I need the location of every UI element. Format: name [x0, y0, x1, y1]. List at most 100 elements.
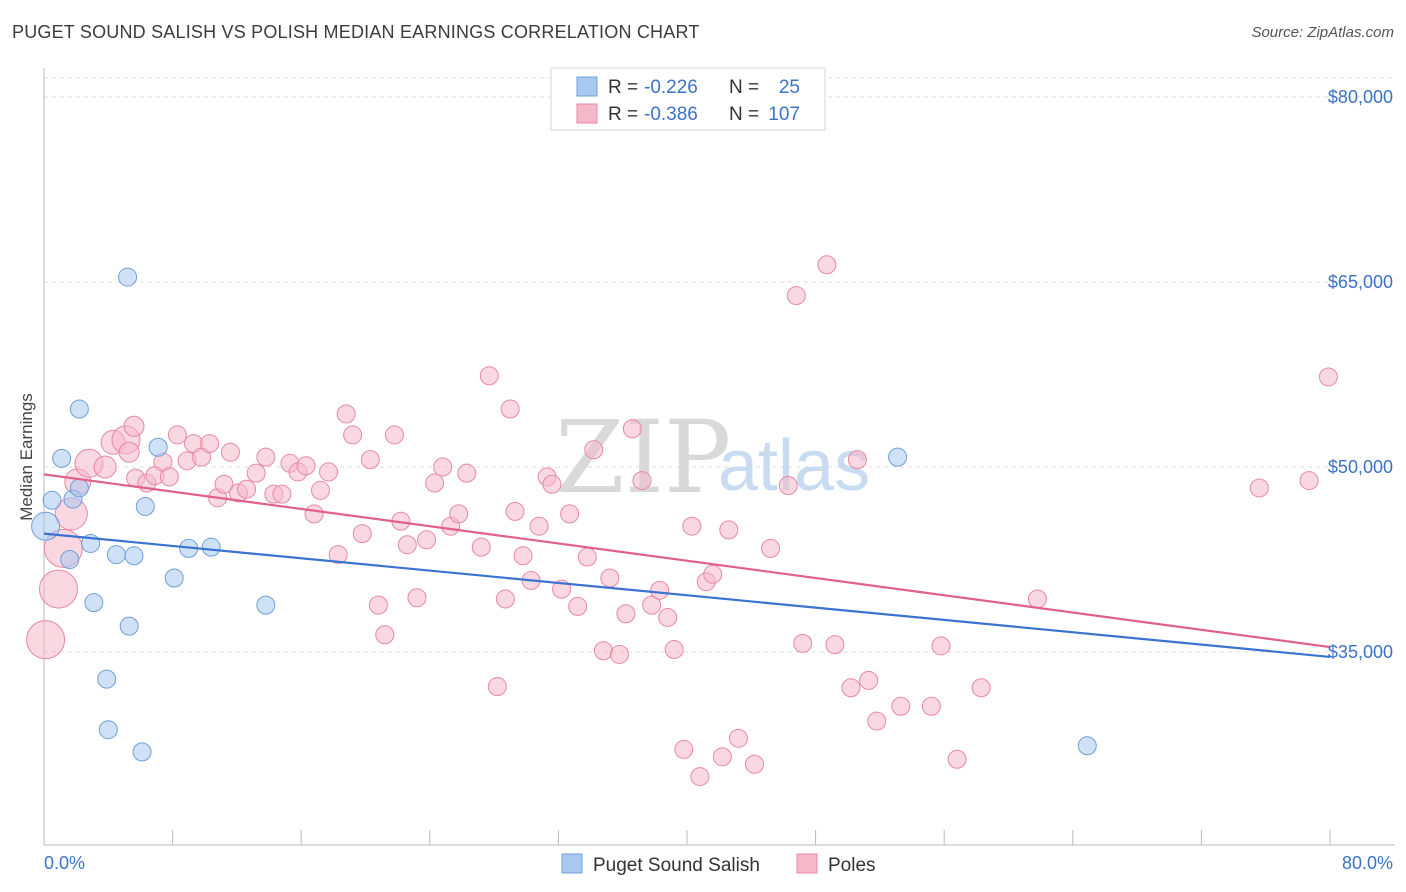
bottom-legend-label-poles: Poles [828, 855, 876, 876]
watermark-atlas: atlas [718, 426, 870, 506]
poles-point [593, 641, 613, 661]
poles-point [93, 455, 117, 479]
poles-point [237, 479, 257, 499]
poles-point [664, 640, 684, 660]
source-label: Source: ZipAtlas.com [1251, 24, 1394, 41]
poles-point [622, 419, 642, 439]
poles-point [682, 516, 702, 536]
poles-points [26, 255, 1338, 787]
poles-point [1027, 589, 1047, 609]
x-tick-label-max: 80.0% [1342, 853, 1393, 873]
poles-point [600, 568, 620, 588]
poles-point [674, 739, 694, 759]
y-tick-label: $65,000 [1328, 272, 1393, 292]
poles-point [847, 450, 867, 470]
poles-point [971, 678, 991, 698]
salish-point [69, 399, 89, 419]
salish-point [164, 568, 184, 588]
chart-title: PUGET SOUND SALISH VS POLISH MEDIAN EARN… [12, 22, 700, 42]
poles-point [513, 546, 533, 566]
legend-n-label-1: N = [729, 77, 759, 98]
poles-point [433, 457, 453, 477]
poles-point [384, 425, 404, 445]
poles-point [650, 580, 670, 600]
poles-point [500, 399, 520, 419]
poles-point [609, 644, 629, 664]
poles-point [272, 484, 292, 504]
poles-point [859, 670, 879, 690]
legend-swatch-poles [576, 103, 598, 124]
poles-point [642, 595, 662, 615]
poles-point [778, 476, 798, 495]
salish-point [201, 537, 221, 557]
poles-point [343, 425, 363, 445]
poles-point [867, 711, 887, 731]
poles-point [375, 625, 395, 645]
salish-trend-line [43, 532, 1331, 659]
poles-point [719, 520, 739, 540]
poles-point [471, 537, 491, 557]
poles-trend-line [43, 473, 1331, 649]
poles-point [200, 434, 220, 454]
y-tick-label: $35,000 [1328, 642, 1393, 662]
legend-r-label-2: R = [608, 104, 638, 125]
poles-point [425, 473, 445, 493]
legend-r-value-2: -0.386 [644, 104, 698, 125]
legend-n-label-2: N = [729, 104, 759, 125]
poles-point [38, 569, 78, 609]
poles-point [123, 415, 145, 437]
poles-point [296, 456, 316, 476]
bottom-legend-swatch-salish [561, 853, 583, 874]
salish-point [98, 720, 118, 740]
axes [43, 68, 1395, 846]
legend-n-value-2: 107 [768, 104, 800, 125]
poles-point [328, 545, 348, 565]
salish-point [148, 437, 168, 457]
poles-point [214, 474, 234, 494]
poles-point [891, 696, 911, 716]
poles-point [542, 474, 562, 494]
bottom-legend-label-salish: Puget Sound Salish [593, 855, 760, 876]
legend-n-value-1: 25 [779, 77, 800, 98]
poles-point [793, 633, 813, 653]
poles-point [487, 677, 507, 697]
poles-point [745, 754, 765, 774]
salish-points [31, 267, 1097, 762]
poles-point [817, 255, 837, 275]
poles-point [495, 589, 515, 609]
watermark: ZIP atlas [555, 399, 870, 516]
poles-point [703, 564, 723, 584]
y-tick-label: $50,000 [1328, 457, 1393, 477]
poles-point [1249, 478, 1269, 498]
poles-point [368, 595, 388, 615]
salish-point [256, 595, 276, 615]
y-axis-label: Median Earnings [17, 393, 36, 521]
poles-point [167, 425, 187, 445]
salish-point [124, 546, 144, 566]
poles-point [319, 462, 339, 482]
poles-point [658, 607, 678, 627]
salish-point [106, 545, 126, 565]
poles-point [220, 442, 240, 462]
poles-point [352, 524, 372, 544]
poles-point [304, 504, 324, 524]
poles-point [584, 440, 604, 460]
poles-point [786, 286, 806, 306]
salish-point [97, 669, 117, 689]
poles-point [825, 635, 845, 655]
poles-point [336, 404, 356, 424]
salish-point [31, 511, 61, 541]
poles-point [360, 450, 380, 470]
poles-point [560, 504, 580, 524]
salish-point [135, 496, 155, 516]
watermark-zip: ZIP [555, 399, 731, 516]
bottom-legend: Puget Sound Salish Poles [561, 853, 876, 876]
legend-r-label-1: R = [608, 77, 638, 98]
poles-point [479, 366, 499, 386]
poles-point [841, 678, 861, 698]
poles-point [407, 588, 427, 608]
poles-point [529, 516, 549, 536]
poles-point [449, 504, 469, 524]
bottom-legend-swatch-poles [796, 853, 818, 874]
salish-point [132, 742, 152, 762]
